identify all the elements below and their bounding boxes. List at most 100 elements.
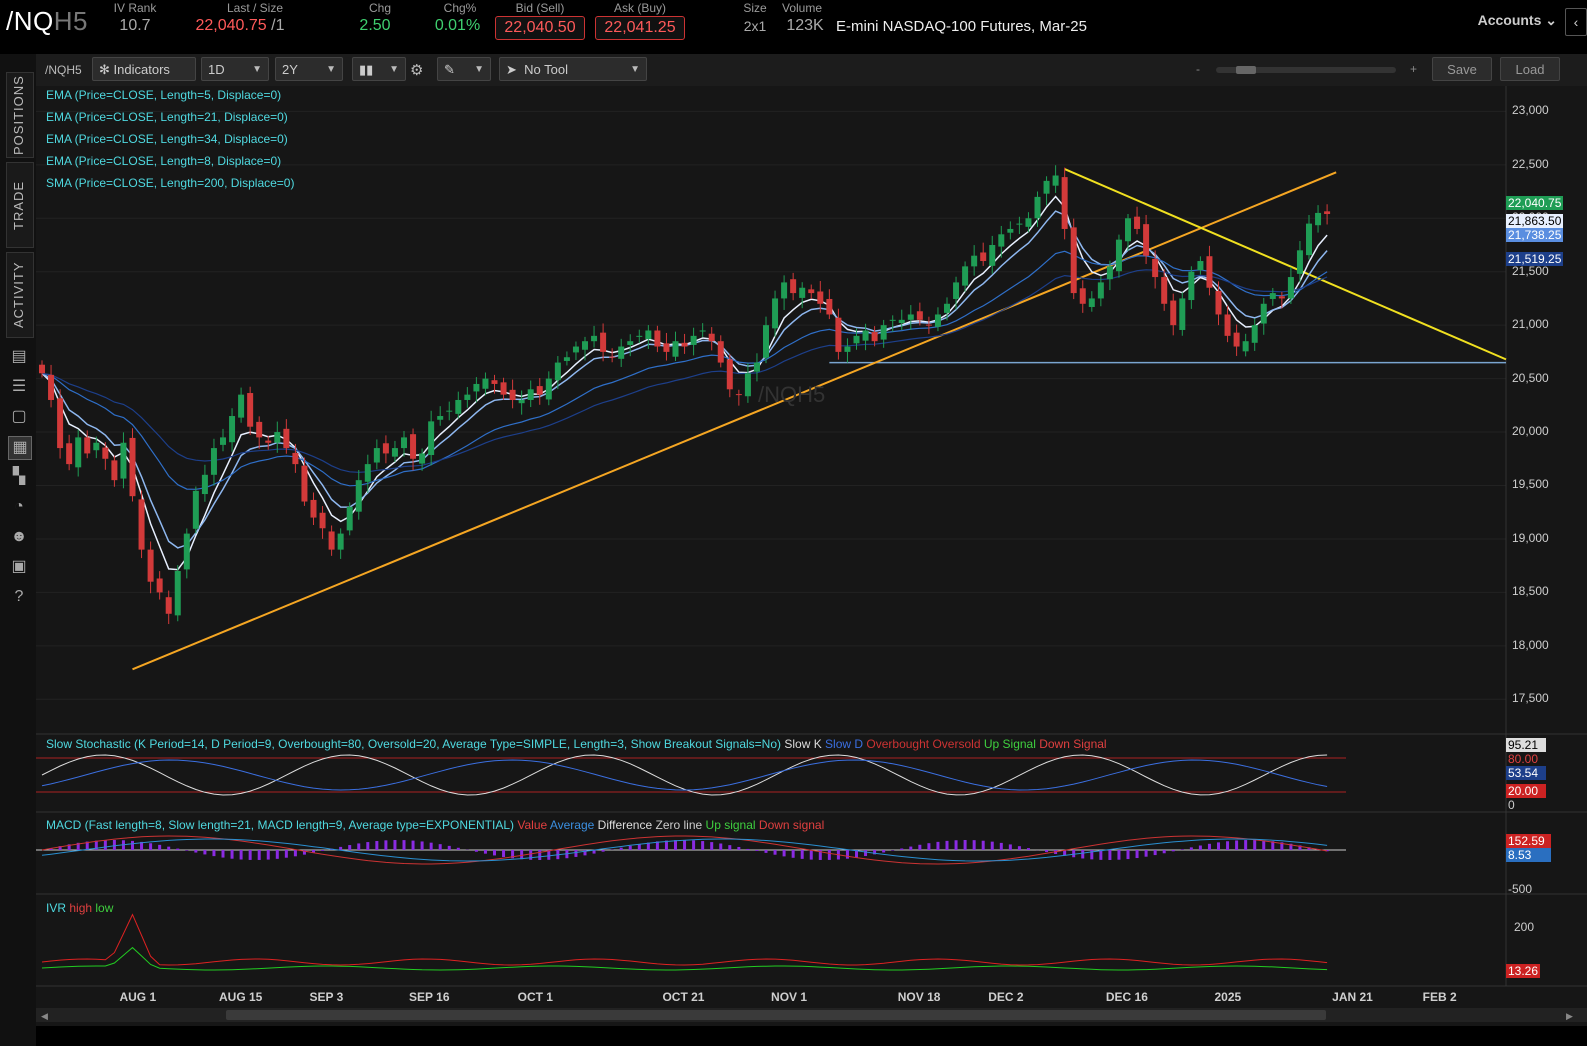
grid-icon[interactable]: ▚ <box>12 468 26 485</box>
candle-body <box>1043 180 1050 194</box>
price-axis-label: 19,500 <box>1512 477 1549 492</box>
macd-histogram-bar <box>1008 844 1012 850</box>
chevron-down-icon: ▼ <box>252 64 262 75</box>
candle-body <box>247 393 254 427</box>
macd-histogram-bar <box>1226 841 1230 850</box>
chart-style-select[interactable]: ▮▮ ▼ <box>352 57 406 81</box>
stochastic-title[interactable]: Slow Stochastic (K Period=14, D Period=9… <box>46 737 781 751</box>
study-sma200[interactable]: SMA (Price=CLOSE, Length=200, Displace=0… <box>46 176 295 190</box>
macd-histogram-bar <box>1198 845 1202 850</box>
macd-value-line <box>41 835 1328 865</box>
drawings-select[interactable]: ✎ ▼ <box>437 57 491 81</box>
save-button[interactable]: Save <box>1432 57 1492 81</box>
chart-scrollbar[interactable]: ◀ ▶ <box>36 1008 1587 1022</box>
macd-histogram-bar <box>1063 850 1067 856</box>
volume-value: 123K <box>786 17 824 34</box>
ivr-value-tag: 13.26 <box>1506 964 1541 978</box>
study-ema21[interactable]: EMA (Price=CLOSE, Length=21, Displace=0) <box>46 110 288 124</box>
study-ema34[interactable]: EMA (Price=CLOSE, Length=34, Displace=0) <box>46 132 288 146</box>
macd-histogram-bar <box>203 850 207 855</box>
macd-histogram-bar <box>257 850 261 860</box>
chart-icon[interactable]: ▦ <box>8 436 32 460</box>
watchlist-icon[interactable]: ☰ <box>11 378 27 395</box>
candle-body <box>138 499 145 550</box>
macd-title[interactable]: MACD (Fast length=8, Slow length=21, MAC… <box>46 818 515 832</box>
settings-gear-icon[interactable]: ⚙ <box>410 62 424 79</box>
scrollbar-thumb[interactable] <box>226 1010 1326 1020</box>
chart-area[interactable]: EMA (Price=CLOSE, Length=5, Displace=0) … <box>36 86 1587 1026</box>
macd-histogram-bar <box>728 845 732 850</box>
candle-body <box>220 437 226 445</box>
interval-select[interactable]: 1D ▼ <box>201 57 269 81</box>
zoom-slider-thumb[interactable] <box>1236 66 1256 74</box>
collapse-left-icon[interactable]: ‹ <box>1565 8 1587 36</box>
zoom-slider[interactable] <box>1216 66 1396 74</box>
macd-histogram-bar <box>1135 850 1139 859</box>
price-axis-label: 22,500 <box>1512 156 1549 171</box>
chg-label: Chg <box>368 1 391 15</box>
price-axis-label: 23,000 <box>1512 103 1549 118</box>
gauge-icon[interactable]: ◔ <box>14 498 24 515</box>
scroll-right-icon[interactable]: ▶ <box>1566 1011 1573 1021</box>
candle-body <box>1007 228 1014 233</box>
calendar-icon[interactable]: ▣ <box>11 558 27 575</box>
ask-button[interactable]: 22,041.25 <box>595 16 685 40</box>
macd-histogram-bar <box>239 850 243 860</box>
candle-body <box>1224 314 1231 336</box>
candle-body <box>808 289 815 294</box>
candle-body <box>301 465 308 502</box>
macd-histogram-bar <box>773 850 777 855</box>
candle-body <box>563 357 570 361</box>
bid-button[interactable]: 22,040.50 <box>495 16 585 40</box>
candle-body <box>962 266 969 286</box>
load-button[interactable]: Load <box>1500 57 1560 81</box>
ivr-axis-tag: 200 <box>1514 920 1535 934</box>
candle-body <box>1179 298 1186 330</box>
candle-body <box>690 335 697 345</box>
time-axis-label: OCT 1 <box>517 990 553 1004</box>
zoom-out-button[interactable]: - <box>1196 62 1200 76</box>
gear-icon: ✻ <box>99 62 110 77</box>
tab-positions[interactable]: POSITIONS <box>6 72 34 158</box>
price-tag: 21,863.50 <box>1506 214 1564 228</box>
chg-pct-value: 0.01% <box>434 17 481 34</box>
chart-canvas[interactable] <box>36 86 1587 1006</box>
price-tag: 21,519.25 <box>1506 252 1564 266</box>
tab-trade[interactable]: TRADE <box>6 162 34 248</box>
range-select[interactable]: 2Y ▼ <box>275 57 343 81</box>
macd-histogram-bar <box>312 850 315 853</box>
scroll-left-icon[interactable]: ◀ <box>41 1011 48 1021</box>
indicators-button[interactable]: ✻ Indicators <box>92 57 196 81</box>
tv-icon[interactable]: ▢ <box>11 408 27 425</box>
ivr-title[interactable]: IVR <box>46 901 67 915</box>
candle-body <box>618 346 625 359</box>
macd-histogram-bar <box>94 840 98 850</box>
macd-histogram-bar <box>601 850 605 852</box>
zoom-in-button[interactable]: + <box>1410 62 1418 76</box>
help-icon[interactable]: ? <box>14 588 24 605</box>
macd-histogram-bar <box>176 848 180 850</box>
chg-value: 2.50 <box>359 17 391 34</box>
news-icon[interactable]: ▤ <box>11 348 27 365</box>
ivr-low-line <box>41 946 1328 971</box>
candle-body <box>1034 196 1041 219</box>
candle-body <box>880 325 887 340</box>
candle-body <box>391 448 398 457</box>
study-ema5[interactable]: EMA (Price=CLOSE, Length=5, Displace=0) <box>46 88 282 102</box>
tool-select[interactable]: ➤ No Tool ▼ <box>499 57 647 81</box>
macd-histogram-bar <box>918 844 922 850</box>
legend-macd-down-signal: Down signal <box>758 818 825 832</box>
macd-histogram-bar <box>1298 845 1302 850</box>
candle-body <box>473 383 480 392</box>
symbol-title[interactable]: /NQH5 <box>6 6 88 37</box>
tab-activity[interactable]: ACTIVITY <box>6 252 34 338</box>
uptrend-line <box>132 171 1337 671</box>
macd-histogram-bar <box>420 841 424 850</box>
macd-legend: MACD (Fast length=8, Slow length=21, MAC… <box>46 818 824 832</box>
candle-body <box>609 356 616 358</box>
study-ema8[interactable]: EMA (Price=CLOSE, Length=8, Displace=0) <box>46 154 282 168</box>
users-icon[interactable]: ☻ <box>10 528 28 545</box>
time-axis[interactable]: AUG 1 AUG 15 SEP 3 SEP 16 OCT 1 OCT 21 NOV 1 NO… <box>36 988 1506 1006</box>
macd-histogram-bar <box>1045 850 1049 853</box>
accounts-menu[interactable]: Accounts ⌄ <box>1478 12 1557 29</box>
